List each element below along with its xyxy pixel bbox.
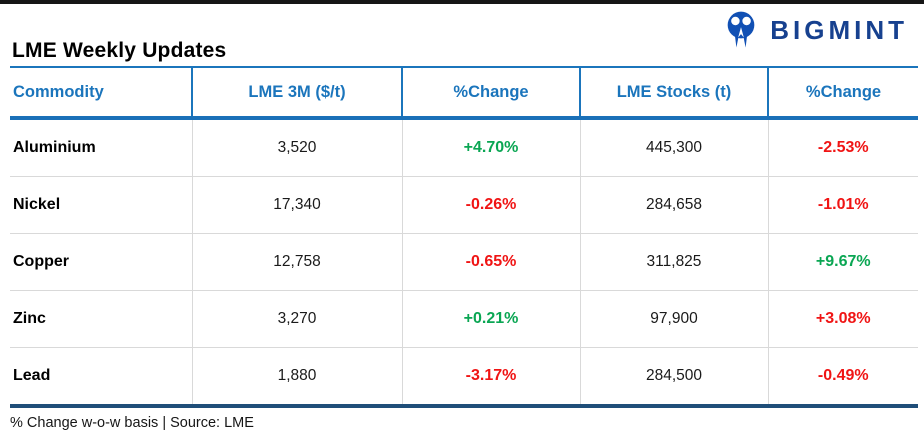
stocks-cell: 284,658 [580,176,769,234]
table-row: Zinc 3,270 +0.21% 97,900 +3.08% [10,290,918,348]
page-title: LME Weekly Updates [12,39,227,62]
commodity-cell: Lead [10,347,193,408]
stocks-cell: 311,825 [580,233,769,291]
commodity-cell: Zinc [10,290,193,348]
commodity-cell: Copper [10,233,193,291]
lme-3m-cell: 3,520 [192,118,403,177]
lme-weekly-report: LME Weekly Updates BIGMINT Commodity LME… [0,0,924,431]
commodity-cell: Aluminium [10,118,193,177]
lme-3m-cell: 1,880 [192,347,403,408]
stocks-change-cell: -1.01% [768,176,918,234]
lme-3m-cell: 17,340 [192,176,403,234]
brand-logo: BIGMINT [721,8,908,52]
table-row: Nickel 17,340 -0.26% 284,658 -1.01% [10,176,918,234]
price-change-cell: -0.26% [402,176,581,234]
column-header-price-change: %Change [402,67,581,120]
stocks-change-cell: +9.67% [768,233,918,291]
stocks-change-cell: -2.53% [768,118,918,177]
column-header-stocks-change: %Change [768,67,918,120]
price-change-cell: +0.21% [402,290,581,348]
stocks-cell: 284,500 [580,347,769,408]
table-row: Aluminium 3,520 +4.70% 445,300 -2.53% [10,118,918,177]
lme-3m-cell: 3,270 [192,290,403,348]
bigmint-two-people-icon [727,11,755,48]
price-change-cell: -3.17% [402,347,581,408]
column-header-lme-3m: LME 3M ($/t) [192,67,403,120]
column-header-commodity: Commodity [10,67,193,120]
table-header-row: Commodity LME 3M ($/t) %Change LME Stock… [10,67,918,120]
source-footnote: % Change w-o-w basis | Source: LME [10,415,254,431]
stocks-cell: 445,300 [580,118,769,177]
lme-weekly-table: Commodity LME 3M ($/t) %Change LME Stock… [10,66,918,408]
brand-name: BIGMINT [770,15,908,45]
price-change-cell: +4.70% [402,118,581,177]
commodity-cell: Nickel [10,176,193,234]
stocks-change-cell: +3.08% [768,290,918,348]
top-divider-bar [0,0,924,4]
stocks-change-cell: -0.49% [768,347,918,408]
lme-3m-cell: 12,758 [192,233,403,291]
column-header-lme-stocks: LME Stocks (t) [580,67,769,120]
table-row: Lead 1,880 -3.17% 284,500 -0.49% [10,347,918,408]
table-row: Copper 12,758 -0.65% 311,825 +9.67% [10,233,918,291]
stocks-cell: 97,900 [580,290,769,348]
report-header: LME Weekly Updates BIGMINT [0,4,924,66]
price-change-cell: -0.65% [402,233,581,291]
